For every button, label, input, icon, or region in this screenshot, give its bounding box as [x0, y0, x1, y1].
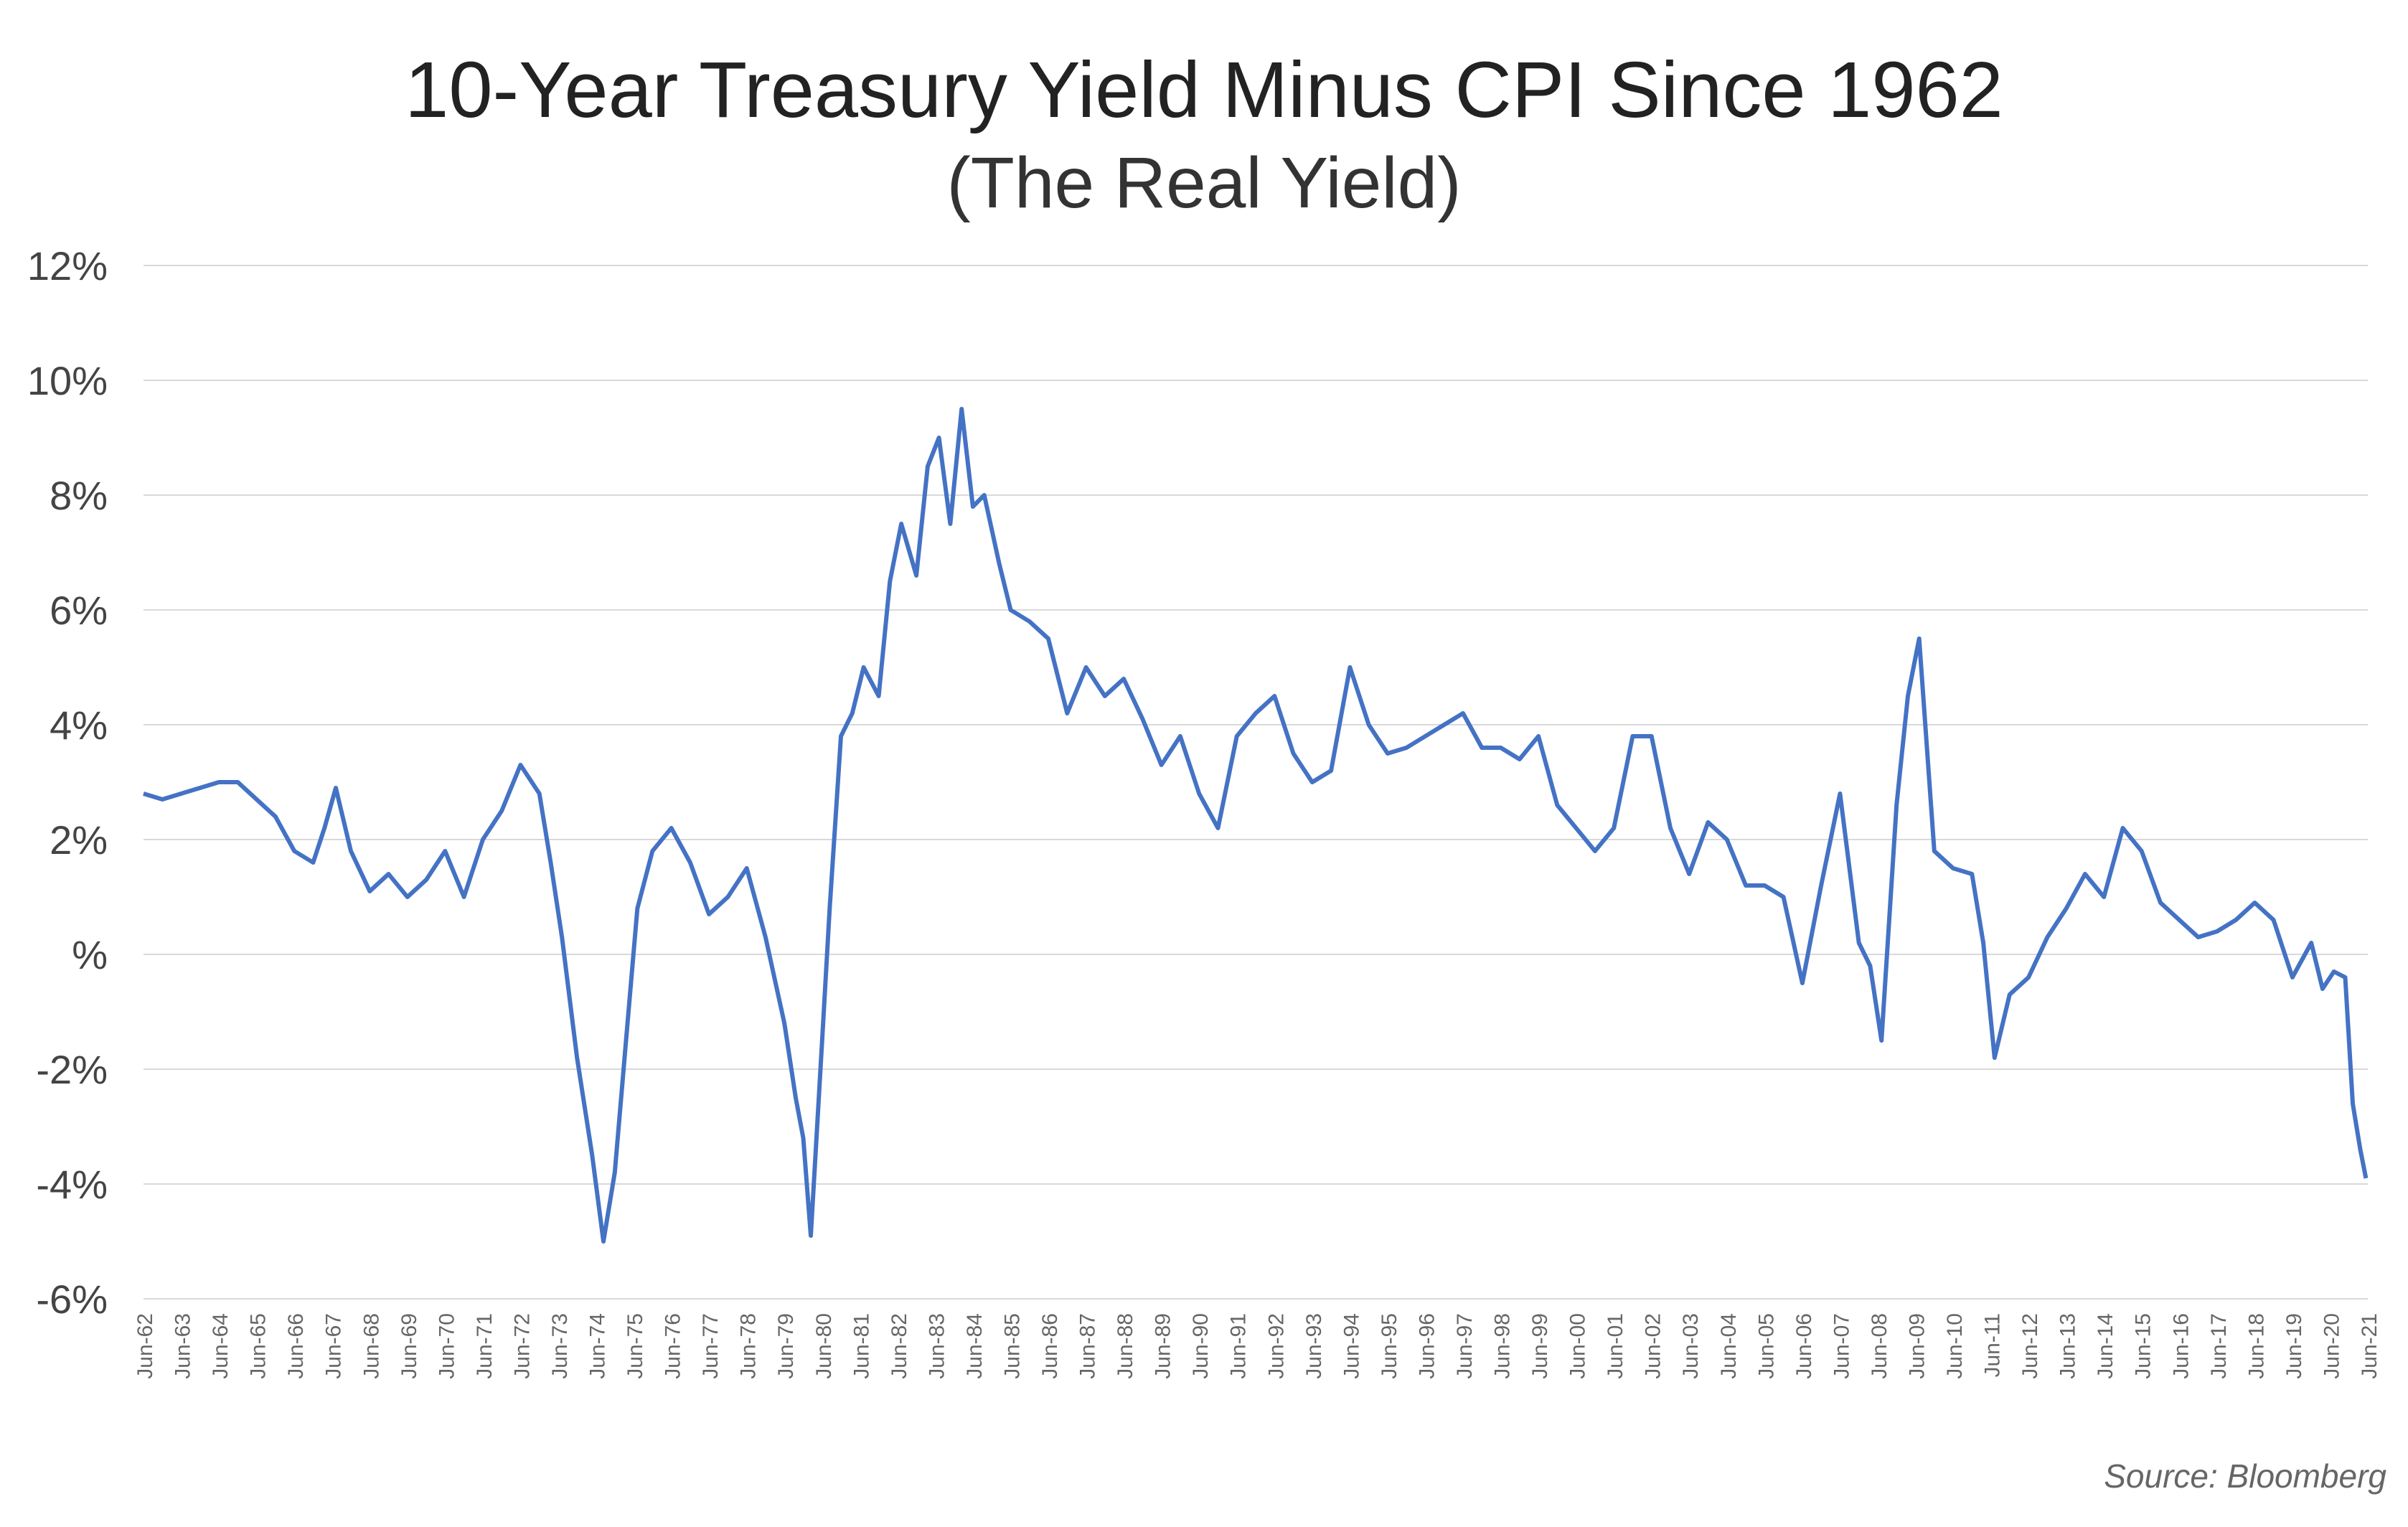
series-group: [143, 407, 2369, 1244]
x-tick-label: Jun-20: [2320, 1313, 2343, 1379]
x-tick-label: Jun-86: [1038, 1313, 1062, 1379]
x-tick-label: Jun-04: [1717, 1313, 1741, 1379]
y-tick-label: 10%: [27, 358, 108, 403]
chart-title: 10-Year Treasury Yield Minus CPI Since 1…: [405, 46, 2003, 134]
y-axis-ticks: 12% 10% 8% 6% 4% 2%% -2% -4% -6%: [27, 243, 108, 1322]
x-tick-label: Jun-63: [171, 1313, 195, 1379]
x-tick-label: Jun-72: [510, 1313, 534, 1379]
x-tick-label: Jun-16: [2169, 1313, 2193, 1379]
x-tick-label: Jun-13: [2056, 1313, 2080, 1379]
x-tick-label: Jun-89: [1152, 1313, 1175, 1379]
y-tick-label: -6%: [36, 1277, 108, 1322]
x-tick-label: Jun-80: [812, 1313, 836, 1379]
x-tick-label: Jun-87: [1076, 1313, 1100, 1379]
x-tick-label: Jun-08: [1868, 1313, 1891, 1379]
x-tick-label: Jun-66: [284, 1313, 308, 1379]
chart-subtitle: (The Real Yield): [946, 143, 1462, 223]
x-tick-label: Jun-69: [398, 1313, 421, 1379]
x-tick-label: Jun-74: [586, 1313, 610, 1379]
x-tick-label: Jun-19: [2282, 1313, 2306, 1379]
x-tick-label: Jun-10: [1943, 1313, 1967, 1379]
x-tick-label: Jun-84: [963, 1313, 987, 1379]
x-tick-label: Jun-11: [1981, 1313, 2005, 1378]
x-tick-label: Jun-97: [1453, 1313, 1477, 1379]
x-tick-label: Jun-64: [209, 1313, 232, 1379]
x-tick-label: Jun-77: [699, 1313, 723, 1379]
x-tick-label: Jun-67: [322, 1313, 346, 1379]
x-tick-label: Jun-85: [1000, 1313, 1024, 1379]
source-note: Source: Bloomberg: [2104, 1457, 2386, 1495]
x-tick-label: Jun-79: [774, 1313, 798, 1379]
x-tick-label: Jun-06: [1792, 1313, 1816, 1379]
x-tick-label: Jun-02: [1642, 1313, 1665, 1379]
x-tick-label: Jun-09: [1905, 1313, 1929, 1379]
x-tick-label: Jun-91: [1227, 1313, 1251, 1379]
x-tick-label: Jun-81: [850, 1313, 873, 1379]
x-tick-label: Jun-75: [624, 1313, 647, 1379]
x-tick-label: Jun-71: [473, 1313, 497, 1379]
y-tick-label: -2%: [36, 1047, 108, 1092]
x-tick-label: Jun-15: [2132, 1313, 2155, 1379]
y-tick-label: %: [72, 932, 108, 977]
x-tick-label: Jun-78: [737, 1313, 761, 1379]
x-tick-label: Jun-00: [1566, 1313, 1590, 1379]
y-tick-label: 12%: [27, 243, 108, 288]
y-tick-label: 6%: [50, 588, 108, 633]
x-tick-label: Jun-68: [359, 1313, 383, 1379]
x-tick-label: Jun-76: [662, 1313, 685, 1379]
x-tick-label: Jun-92: [1264, 1313, 1288, 1379]
x-tick-label: Jun-17: [2207, 1313, 2231, 1379]
y-tick-label: 2%: [50, 817, 108, 863]
y-tick-label: -4%: [36, 1162, 108, 1207]
x-tick-label: Jun-98: [1491, 1313, 1515, 1379]
x-tick-label: Jun-96: [1415, 1313, 1439, 1379]
y-tick-label: 8%: [50, 473, 108, 518]
x-axis-ticks: Jun-62 Jun-63 Jun-64 Jun-65 Jun-66 Jun-67 Jun-…: [133, 1313, 2381, 1379]
x-tick-label: Jun-99: [1528, 1313, 1552, 1379]
series-line-real-yield: [143, 407, 2369, 1244]
x-tick-label: Jun-05: [1754, 1313, 1778, 1379]
x-tick-label: Jun-95: [1378, 1313, 1401, 1379]
x-tick-label: Jun-94: [1340, 1313, 1363, 1379]
x-tick-label: Jun-01: [1604, 1313, 1627, 1379]
x-tick-label: Jun-73: [548, 1313, 572, 1379]
x-tick-label: Jun-93: [1302, 1313, 1326, 1379]
x-tick-label: Jun-18: [2244, 1313, 2268, 1379]
x-tick-label: Jun-12: [2018, 1313, 2042, 1379]
x-tick-label: Jun-62: [133, 1313, 157, 1379]
x-tick-label: Jun-07: [1830, 1313, 1853, 1379]
grid-lines: [144, 265, 2368, 1300]
x-tick-label: Jun-65: [247, 1313, 271, 1379]
x-tick-label: Jun-14: [2094, 1313, 2117, 1379]
x-tick-label: Jun-90: [1189, 1313, 1213, 1379]
y-tick-label: 4%: [50, 703, 108, 748]
x-tick-label: Jun-88: [1114, 1313, 1137, 1379]
x-tick-label: Jun-03: [1679, 1313, 1703, 1379]
x-tick-label: Jun-21: [2358, 1313, 2381, 1379]
x-tick-label: Jun-83: [925, 1313, 949, 1379]
x-tick-label: Jun-82: [888, 1313, 911, 1379]
x-tick-label: Jun-70: [435, 1313, 458, 1379]
